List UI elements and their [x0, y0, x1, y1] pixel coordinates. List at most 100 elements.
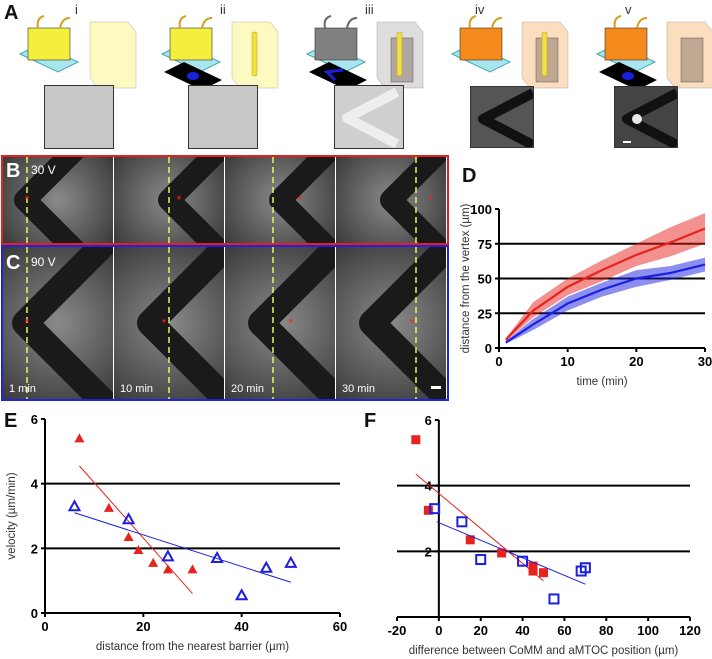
y-tick-label: 0: [485, 341, 492, 356]
setup-schematic: [450, 15, 569, 89]
x-tick-label: 20: [629, 354, 643, 369]
y-tick-label: 25: [478, 306, 492, 321]
amtoc-marker-icon: *: [289, 316, 294, 330]
y-axis-label: velocity (µm/min): [6, 472, 18, 559]
data-point: [121, 512, 136, 525]
chamber: [604, 27, 648, 61]
data-point: [148, 557, 159, 567]
electrode-wires: [178, 15, 213, 29]
confidence-band: [505, 257, 705, 344]
amtoc-marker-icon: *: [177, 193, 182, 207]
chamber: [169, 27, 213, 61]
x-tick-label: 20: [473, 623, 487, 638]
microscopy-frame: *: [3, 157, 113, 243]
setup-schematic: [595, 15, 712, 90]
panel-label-f: F: [364, 410, 377, 432]
data-point: [579, 562, 591, 574]
x-tick-label: 40: [234, 619, 248, 634]
x-tick-label: 20: [136, 619, 150, 634]
microscopy-frame: *: [225, 157, 335, 243]
panel-b-timelapse-30v: * * * * 30 V: [1, 155, 449, 245]
chamber: [314, 27, 358, 61]
y-tick-label: 2: [31, 541, 38, 556]
v-barrier: [137, 247, 224, 399]
data-point: [259, 560, 273, 573]
microscopy-frame: *: [336, 157, 446, 243]
x-axis-label: difference between CoMM and aMTOC positi…: [409, 645, 679, 657]
v-barrier: [380, 157, 446, 243]
x-tick-label: 0: [435, 623, 442, 638]
amtoc-marker-icon: *: [25, 193, 30, 207]
voltage-label: 90 V: [31, 255, 56, 269]
series-line: [505, 263, 706, 344]
data-point: [539, 568, 548, 578]
frame-overlay: *: [269, 157, 335, 243]
data-point: [465, 535, 475, 545]
v-barrier: [12, 247, 113, 399]
v-barrier: [359, 247, 446, 399]
chart-d: 0 10 20 30 0 25 50 75 100 time (min) distance from…: [460, 202, 712, 388]
amtoc-marker-icon: *: [410, 316, 415, 330]
v-barrier: [622, 88, 677, 147]
v-barrier: [269, 157, 335, 243]
data-point: [456, 516, 468, 528]
spot-pattern: [622, 72, 634, 80]
data-point: [429, 503, 441, 515]
amtoc-marker-icon: *: [162, 316, 167, 330]
data-point: [123, 532, 134, 542]
data-point: [475, 554, 487, 566]
confidence-band: [505, 213, 705, 342]
fit-line: [415, 473, 544, 582]
frame-overlay: *: [14, 157, 84, 243]
time-label: 20 min: [231, 383, 265, 395]
chart-f: -20 0 20 40 60 80 100 120 2 4 6 difference between …: [388, 413, 701, 657]
step-label: iii: [365, 2, 374, 17]
data-point: [528, 561, 538, 571]
y-tick-label: 4: [425, 479, 433, 494]
microscopy-frame: * 30 min: [336, 247, 446, 399]
data-point: [162, 564, 173, 574]
v-barrier: [248, 247, 335, 399]
microscopy-frame: *: [114, 157, 224, 243]
x-tick-label: -20: [388, 623, 407, 638]
data-point: [161, 549, 175, 562]
microscopy-frame: * 20 min: [225, 247, 335, 399]
time-label: 30 min: [342, 383, 376, 395]
frame-overlay: *: [137, 247, 224, 399]
amtoc-marker-icon: *: [429, 193, 434, 207]
setup-schematic: [18, 15, 137, 89]
data-point: [103, 502, 114, 512]
y-tick-label: 4: [31, 477, 39, 492]
microscopy-frame: * 1 min: [3, 247, 113, 399]
y-tick-label: 2: [425, 544, 432, 559]
y-tick-label: 100: [470, 202, 492, 217]
aster-column: [396, 31, 403, 77]
microscopy-frame: * 10 min: [114, 247, 224, 399]
data-point: [411, 435, 421, 445]
y-tick-label: 6: [425, 413, 432, 428]
data-point: [548, 593, 560, 605]
chamber: [27, 27, 71, 61]
brightfield-image: [334, 85, 404, 149]
x-tick-label: 60: [557, 623, 571, 638]
panel-c-timelapse-90v: * 1 min * 10 min * 20 min * 30 min 90 V: [1, 245, 449, 401]
scale-bar: [431, 386, 441, 389]
v-barrier: [478, 88, 533, 147]
setup-schematic: [160, 15, 279, 90]
aster-column: [541, 31, 548, 77]
data-point: [528, 566, 538, 576]
electrode-wires: [323, 15, 358, 29]
brightfield-image: [614, 86, 678, 148]
panel-label-b: B: [6, 160, 21, 182]
brightfield-image: [188, 85, 258, 149]
voltage-label: 30 V: [31, 163, 56, 177]
x-tick-label: 10: [560, 354, 574, 369]
panel-label-d: D: [462, 165, 477, 187]
data-point: [517, 555, 529, 567]
light-pattern: [309, 62, 367, 90]
x-axis-label: distance from the nearest barrier (µm): [96, 641, 289, 653]
time-label: 10 min: [120, 383, 154, 395]
x-tick-label: 80: [599, 623, 613, 638]
panel-label-e: E: [4, 410, 18, 432]
brightfield-image: [470, 86, 534, 148]
